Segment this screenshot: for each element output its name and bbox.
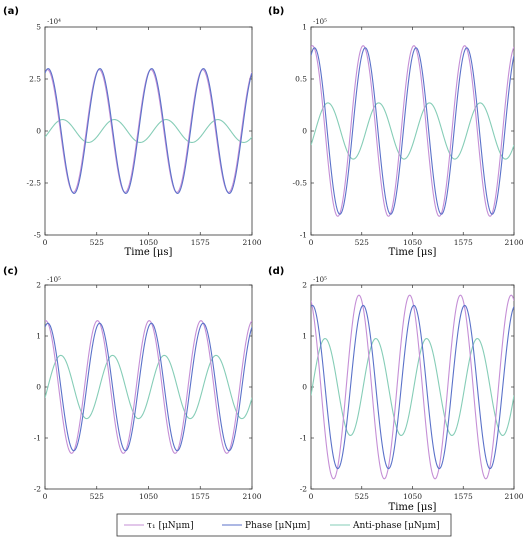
series-line-tau1	[45, 320, 252, 454]
series-line-tau1	[311, 45, 514, 217]
series-line-phase	[45, 322, 252, 452]
series-line-antiphase	[45, 354, 252, 420]
x-tick-label: 1575	[191, 238, 210, 247]
y-tick-label: -2	[34, 485, 42, 494]
panels-container: -5-2.502.550 525 1050 1575 2100·10⁴(a)Time […	[3, 6, 524, 513]
series-line-antiphase	[311, 102, 514, 160]
y-tick-label: -0.5	[293, 179, 308, 188]
x-tick-label: 1575	[454, 492, 473, 501]
legend-label-phase: Phase [μNμm]	[245, 521, 310, 531]
chart-panel-d: -2 -1 0 1 2 0 525 1050 1575 2100 ·10⁵ (d) Time [μs]	[268, 266, 524, 513]
x-tick-label: 2100	[242, 238, 261, 247]
y-tick-label: 0	[36, 383, 41, 392]
legend-box	[116, 513, 452, 537]
y-tick-label: -1	[300, 231, 307, 240]
y-multiplier: ·10⁵	[47, 276, 61, 284]
series-line-antiphase	[45, 119, 252, 143]
y-tick-label: 5	[36, 23, 41, 32]
y-tick-label: 1	[302, 23, 307, 32]
panel-label: (a)	[3, 6, 19, 17]
x-tick-label: 0	[43, 492, 48, 501]
y-multiplier: ·10⁴	[47, 18, 61, 26]
y-tick-label: 1	[302, 332, 307, 341]
x-tick-label: 1575	[454, 238, 473, 247]
x-tick-label: 525	[90, 492, 105, 501]
x-tick-label: 1050	[139, 492, 158, 501]
panel-label: (b)	[268, 6, 284, 17]
y-tick-label: 0	[302, 127, 307, 136]
x-tick-label: 2100	[504, 492, 523, 501]
y-tick-label: 0	[36, 127, 41, 136]
y-tick-label: 0.5	[295, 75, 307, 84]
y-tick-label: -2	[300, 485, 308, 494]
x-tick-label: 1575	[191, 492, 210, 501]
x-tick-label: 525	[355, 492, 370, 501]
series-line-antiphase	[311, 337, 514, 436]
x-tick-label: 525	[90, 238, 105, 247]
x-axis-label: Time [μs]	[389, 502, 437, 513]
series-line-tau1	[311, 294, 514, 480]
x-axis-label: Time [μs]	[389, 247, 437, 258]
y-tick-label: -5	[34, 231, 42, 240]
x-tick-label: 1050	[139, 238, 158, 247]
plot-frame	[44, 284, 253, 490]
legend-label-tau1: τ₁ [μNμm]	[147, 521, 194, 531]
series-line-phase	[311, 47, 514, 215]
chart-panel-b: -1 -0.5 0 0.5 1 0 525 1050 1575 2100 ·10⁵ (b) Time […	[268, 6, 524, 258]
y-tick-label: 2	[302, 281, 307, 290]
y-tick-label: -1	[34, 434, 41, 443]
chart-panel-a: -5 -2.5 0 2.5 5 0 525 1050 1575 2100 ·10⁴ (a) Time […	[3, 6, 262, 258]
y-tick-label: 1	[36, 332, 41, 341]
x-tick-label: 2100	[242, 492, 261, 501]
y-multiplier: ·10⁵	[313, 276, 327, 284]
x-tick-label: 0	[43, 238, 48, 247]
x-tick-label: 1050	[403, 492, 422, 501]
y-tick-label: -1	[300, 434, 307, 443]
legend-label-antiphase: Anti-phase [μNμm]	[352, 521, 440, 531]
y-multiplier: ·10⁵	[313, 18, 327, 26]
x-tick-label: 0	[309, 492, 314, 501]
series-line-phase	[311, 304, 514, 470]
y-tick-label: 2	[36, 281, 41, 290]
panel-label: (d)	[268, 266, 284, 277]
panel-label: (c)	[3, 266, 18, 277]
legend: τ₁ [μNμm] Phase [μNμm] Anti-phase [μNμm]	[116, 513, 452, 537]
y-tick-label: 0	[302, 383, 307, 392]
x-tick-label: 1050	[403, 238, 422, 247]
x-axis-label: Time [μs]	[125, 247, 173, 258]
x-tick-label: 2100	[504, 238, 523, 247]
x-tick-label: 0	[309, 238, 314, 247]
series-line-phase	[45, 68, 252, 194]
x-tick-label: 525	[355, 238, 370, 247]
chart-panel-c: -2 -1 0 1 2 0 525 1050 1575 2100 ·10⁵ (c)	[3, 266, 262, 501]
y-tick-label: 2.5	[29, 75, 41, 84]
y-tick-label: -2.5	[27, 179, 42, 188]
